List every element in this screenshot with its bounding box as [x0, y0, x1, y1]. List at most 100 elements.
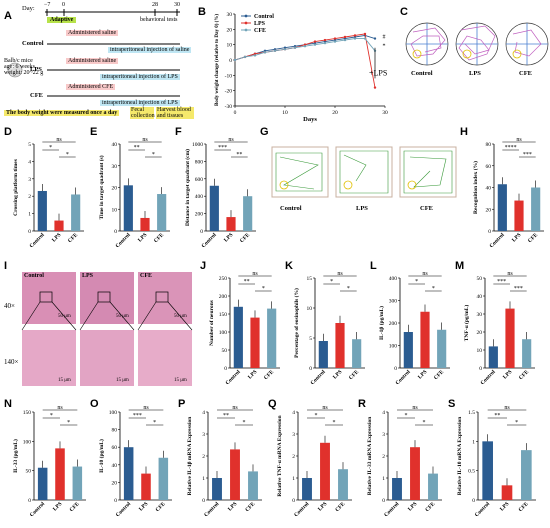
sig-label: *** [514, 286, 523, 292]
y-tick-label: 0 [114, 229, 117, 235]
chart-b: -30 -20 -10 0 10 20 30 0 10 20 30 Days Body weight c… [215, 12, 388, 123]
x-tick-label: 20 [332, 110, 338, 116]
y-tick-label: 1 [292, 476, 295, 482]
y-tick-label: 0 [488, 229, 491, 235]
y-tick-label: 60 [112, 445, 118, 451]
x-tick-label: Control [310, 369, 327, 386]
y-axis-label: Recognition index (%) [472, 161, 479, 214]
x-tick-label: Control [115, 501, 132, 518]
x-tick-label: CFE [518, 369, 530, 381]
histo-label-lps: LPS [82, 273, 94, 279]
track-plots [271, 146, 457, 198]
bar-cfe [71, 194, 81, 231]
panel-letter-o: O [90, 398, 99, 410]
y-tick-label: 50 [222, 348, 228, 354]
x-tick-label: Control [225, 369, 242, 386]
x-tick-label: CFE [69, 501, 81, 513]
x-tick-label: 0 [234, 110, 237, 116]
panel-letter-g: G [260, 126, 269, 138]
chart-r: 0 1 2 3 4 Relative IL-33 mRNA Expression Contr… [367, 405, 442, 518]
y-tick-label: 4 [292, 410, 295, 416]
data-point-lps [373, 86, 377, 89]
scale-bar-bottom-2: 15 μm [116, 378, 129, 383]
mice-info-1: Balb/c mice [4, 58, 33, 64]
panel-letter-i: I [4, 260, 8, 272]
y-tick-label: 0 [28, 229, 31, 235]
bar-cfe [158, 457, 169, 500]
x-tick-label: LPS [511, 232, 522, 243]
y-tick-label: 3 [292, 432, 295, 438]
panel-letter-e: E [90, 126, 98, 138]
bar-lps [250, 317, 260, 368]
data-point-cfe [343, 38, 347, 42]
y-tick-label: 200 [389, 321, 398, 327]
panel-letter-k: K [285, 260, 293, 272]
y-tick-label: 0 [479, 366, 482, 372]
footer-fecal: Fecal collection [130, 107, 155, 119]
x-tick-label: Control [201, 232, 218, 249]
group-cfe-name: CFE [30, 92, 43, 99]
sig-label: *** [218, 145, 227, 151]
panel-letter-c: C [400, 6, 408, 18]
day-tick-28: 28 [152, 2, 158, 8]
y-tick-label: 0 [200, 229, 203, 235]
chart-k: 0 5 10 15 Percentage of eosinophils (%) Contr… [293, 271, 365, 386]
y-tick-label: 1000 [192, 142, 203, 148]
x-tick-label: LPS [407, 501, 418, 512]
y-tick-label: 0 [292, 498, 295, 504]
scale-bar-top-3: 50 μm [174, 314, 187, 319]
sig-label: ** [223, 413, 229, 419]
data-point-cfe [243, 55, 247, 59]
sig-label: * [153, 420, 156, 426]
day-tick-0: 0 [62, 2, 65, 8]
histo-label-control: Control [24, 273, 44, 279]
bar-cfe [338, 469, 348, 500]
y-axis-label: Body weight change (relative to Day 0) (… [215, 14, 220, 106]
y-tick-label: 80 [112, 428, 118, 434]
y-tick-label: 5 [28, 142, 31, 148]
sig-label: * [152, 152, 155, 158]
sig-label: * [415, 279, 418, 285]
bar-control [497, 184, 507, 231]
sig-label: * [515, 420, 518, 426]
y-tick-label: 0 [224, 366, 227, 372]
y-axis-label: Relative IL-1β mRNA Expression [187, 417, 193, 496]
bar-cfe [531, 187, 541, 231]
bar-control [302, 478, 312, 500]
sig-label: * [262, 286, 265, 292]
panel-letter-l: L [370, 260, 377, 272]
y-tick-label: 40 [486, 186, 492, 192]
y-tick-label: 80 [486, 142, 492, 148]
data-point-cfe [303, 45, 307, 48]
x-tick-label: CFE [153, 232, 165, 244]
bar-control [233, 306, 243, 368]
y-tick-label: 50 [26, 469, 32, 475]
bar-cfe [157, 194, 167, 231]
sig-label: ns [516, 137, 522, 143]
y-tick-label: 200 [195, 212, 204, 218]
y-tick-label: 20 [486, 207, 492, 213]
histo-label-cfe: CFE [140, 273, 152, 279]
bar-lps [501, 485, 513, 500]
bar-cfe [522, 339, 532, 368]
y-tick-label: 150 [23, 410, 32, 416]
x-tick-label: LPS [499, 501, 510, 512]
x-tick-label: Control [395, 369, 412, 386]
y-tick-label: 2 [28, 194, 31, 200]
panel-letter-s: S [448, 398, 456, 410]
y-tick-label: 10 [227, 43, 233, 49]
bar-control [392, 478, 402, 500]
y-tick-label: 100 [109, 410, 118, 416]
x-tick-label: 30 [382, 110, 388, 116]
bar-lps [230, 449, 240, 500]
sig-label: * [50, 413, 53, 419]
panel-letter-r: R [358, 398, 366, 410]
swim-label-cfe: CFE [519, 70, 532, 77]
track-label-control: Control [280, 205, 302, 212]
chart-d: 0 1 2 3 4 5 Crossing platform times Control LPS C… [13, 137, 84, 249]
y-tick-label: 300 [389, 299, 398, 305]
x-tick-label: Control [383, 501, 400, 518]
legend-marker [244, 28, 248, 32]
x-tick-label: Control [29, 501, 46, 518]
